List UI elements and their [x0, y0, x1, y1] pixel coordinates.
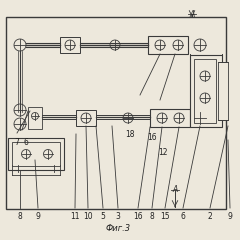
- Text: 12: 12: [158, 148, 168, 157]
- Text: 8: 8: [18, 212, 22, 221]
- Text: 8: 8: [150, 212, 154, 221]
- Text: 15: 15: [160, 212, 170, 221]
- Text: 16: 16: [133, 212, 143, 221]
- Text: 2: 2: [208, 212, 212, 221]
- Bar: [148, 36, 188, 54]
- Bar: [218, 62, 228, 120]
- Bar: [60, 37, 80, 53]
- Bar: [12, 142, 60, 166]
- Text: A: A: [189, 10, 195, 19]
- Text: 6: 6: [24, 138, 28, 147]
- Bar: [28, 107, 42, 129]
- Bar: [6, 17, 226, 209]
- Bar: [8, 138, 64, 170]
- Text: 9: 9: [228, 212, 232, 221]
- Text: 18: 18: [125, 130, 135, 139]
- Bar: [190, 55, 222, 127]
- Text: 3: 3: [116, 212, 120, 221]
- Text: 5: 5: [101, 212, 105, 221]
- Text: A: A: [172, 185, 178, 194]
- Text: 11: 11: [70, 212, 80, 221]
- Bar: [194, 59, 216, 123]
- Bar: [150, 109, 190, 127]
- Text: Фиг.3: Фиг.3: [105, 224, 131, 233]
- Text: 9: 9: [36, 212, 40, 221]
- Bar: [76, 110, 96, 126]
- Text: 10: 10: [83, 212, 93, 221]
- Text: 16: 16: [147, 133, 157, 142]
- Text: 7: 7: [15, 138, 19, 147]
- Text: 6: 6: [180, 212, 186, 221]
